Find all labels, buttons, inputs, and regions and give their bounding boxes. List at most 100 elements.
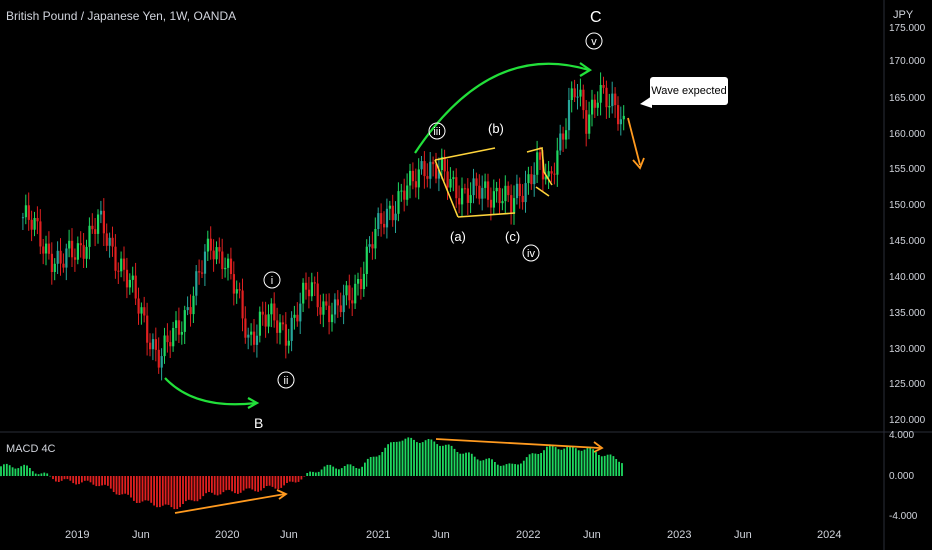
macd-bar [78,476,80,485]
macd-bar [89,476,92,483]
wave-label-i: i [271,275,273,287]
macd-bar [69,476,72,481]
macd-bar [612,456,615,476]
macd-bar [245,476,248,489]
candle-body [123,258,126,270]
macd-bar [511,463,514,476]
candle-body [212,250,215,260]
wave-expected-annotation[interactable]: Wave expected [650,77,728,105]
candle-body [484,181,487,188]
candle-body [351,300,354,304]
candle-body [221,251,224,270]
macd-bar [211,476,213,493]
macd-bar [323,466,326,476]
macd-bar [141,476,144,502]
macd-bar [439,445,441,476]
candle-body [143,307,146,316]
macd-bar [268,476,271,486]
candle-body [206,238,209,252]
macd-bar [468,452,470,476]
macd-bar [66,476,69,480]
macd-bar [291,476,294,482]
y-tick-175: 175.000 [889,23,926,34]
candle-body [409,170,412,186]
macd-bar [81,476,83,483]
candle-body [602,85,605,88]
candle-body [195,271,198,296]
macd-bar [303,476,306,477]
macd-bar [517,464,519,476]
macd-bar [309,471,311,476]
candle-body [68,240,71,249]
candle-body [134,275,137,299]
macd-bar [237,476,239,494]
wave-label-c: C [590,9,602,26]
candle-body [521,195,524,203]
candle-body [435,164,438,179]
macd-bar [14,468,17,476]
candle-body [406,185,409,200]
candle-body [518,183,521,196]
macd-bar [150,476,153,503]
macd-bar [17,468,20,476]
candle-body [192,295,195,315]
candle-body [120,258,123,272]
candle-body [527,174,530,184]
candle-body [299,303,302,322]
macd-bar [5,463,8,476]
candle-body [276,320,279,333]
candle-body [270,303,273,315]
candle-body [536,152,539,175]
macd-bar [124,476,127,494]
macd-bar [314,472,317,476]
macd-bar [609,454,612,476]
candle-body [562,133,565,140]
macd-bar [263,476,265,489]
candle-body [489,199,493,208]
macd-bar [109,476,112,489]
macd-bar [3,464,5,476]
candle-body [322,301,325,315]
candle-body [576,96,579,98]
wave-circle-v [585,32,603,50]
x-tick-jun-2020: Jun [280,529,298,541]
candlestick-series [21,72,625,381]
macd-bar [83,476,86,481]
macd-bar [548,444,551,476]
macd-bar [219,476,222,495]
macd-bar [473,456,476,476]
macd-bar [398,441,401,476]
candle-body [169,342,172,347]
candle-body [42,246,45,254]
macd-bar [488,458,490,476]
macd-histogram [0,437,623,510]
macd-bar [176,476,179,509]
candle-body [39,221,42,247]
candle-body [79,243,82,246]
macd-bar [274,476,277,489]
macd-bar [502,465,505,476]
macd-bar [283,476,285,486]
chart-title: British Pound / Japanese Yen, 1W, OANDA [6,9,237,23]
candle-body [504,185,507,202]
candle-body [36,218,39,222]
macd-bar [375,456,378,476]
candle-body [388,205,391,209]
candle-body [183,310,186,332]
macd-bar [436,444,439,476]
macd-arrow-upper [435,438,601,449]
candle-body [391,205,394,221]
macd-bar [37,474,40,476]
macd-bar [121,476,124,495]
macd-bar [390,442,392,476]
macd-bar [358,468,361,476]
candle-body [359,279,363,290]
macd-bar [182,476,184,504]
candle-body [553,173,556,175]
candle-body [383,223,386,228]
candle-body [599,85,602,103]
macd-bar [595,452,597,476]
candle-body [302,282,305,304]
macd-bar [115,476,118,495]
